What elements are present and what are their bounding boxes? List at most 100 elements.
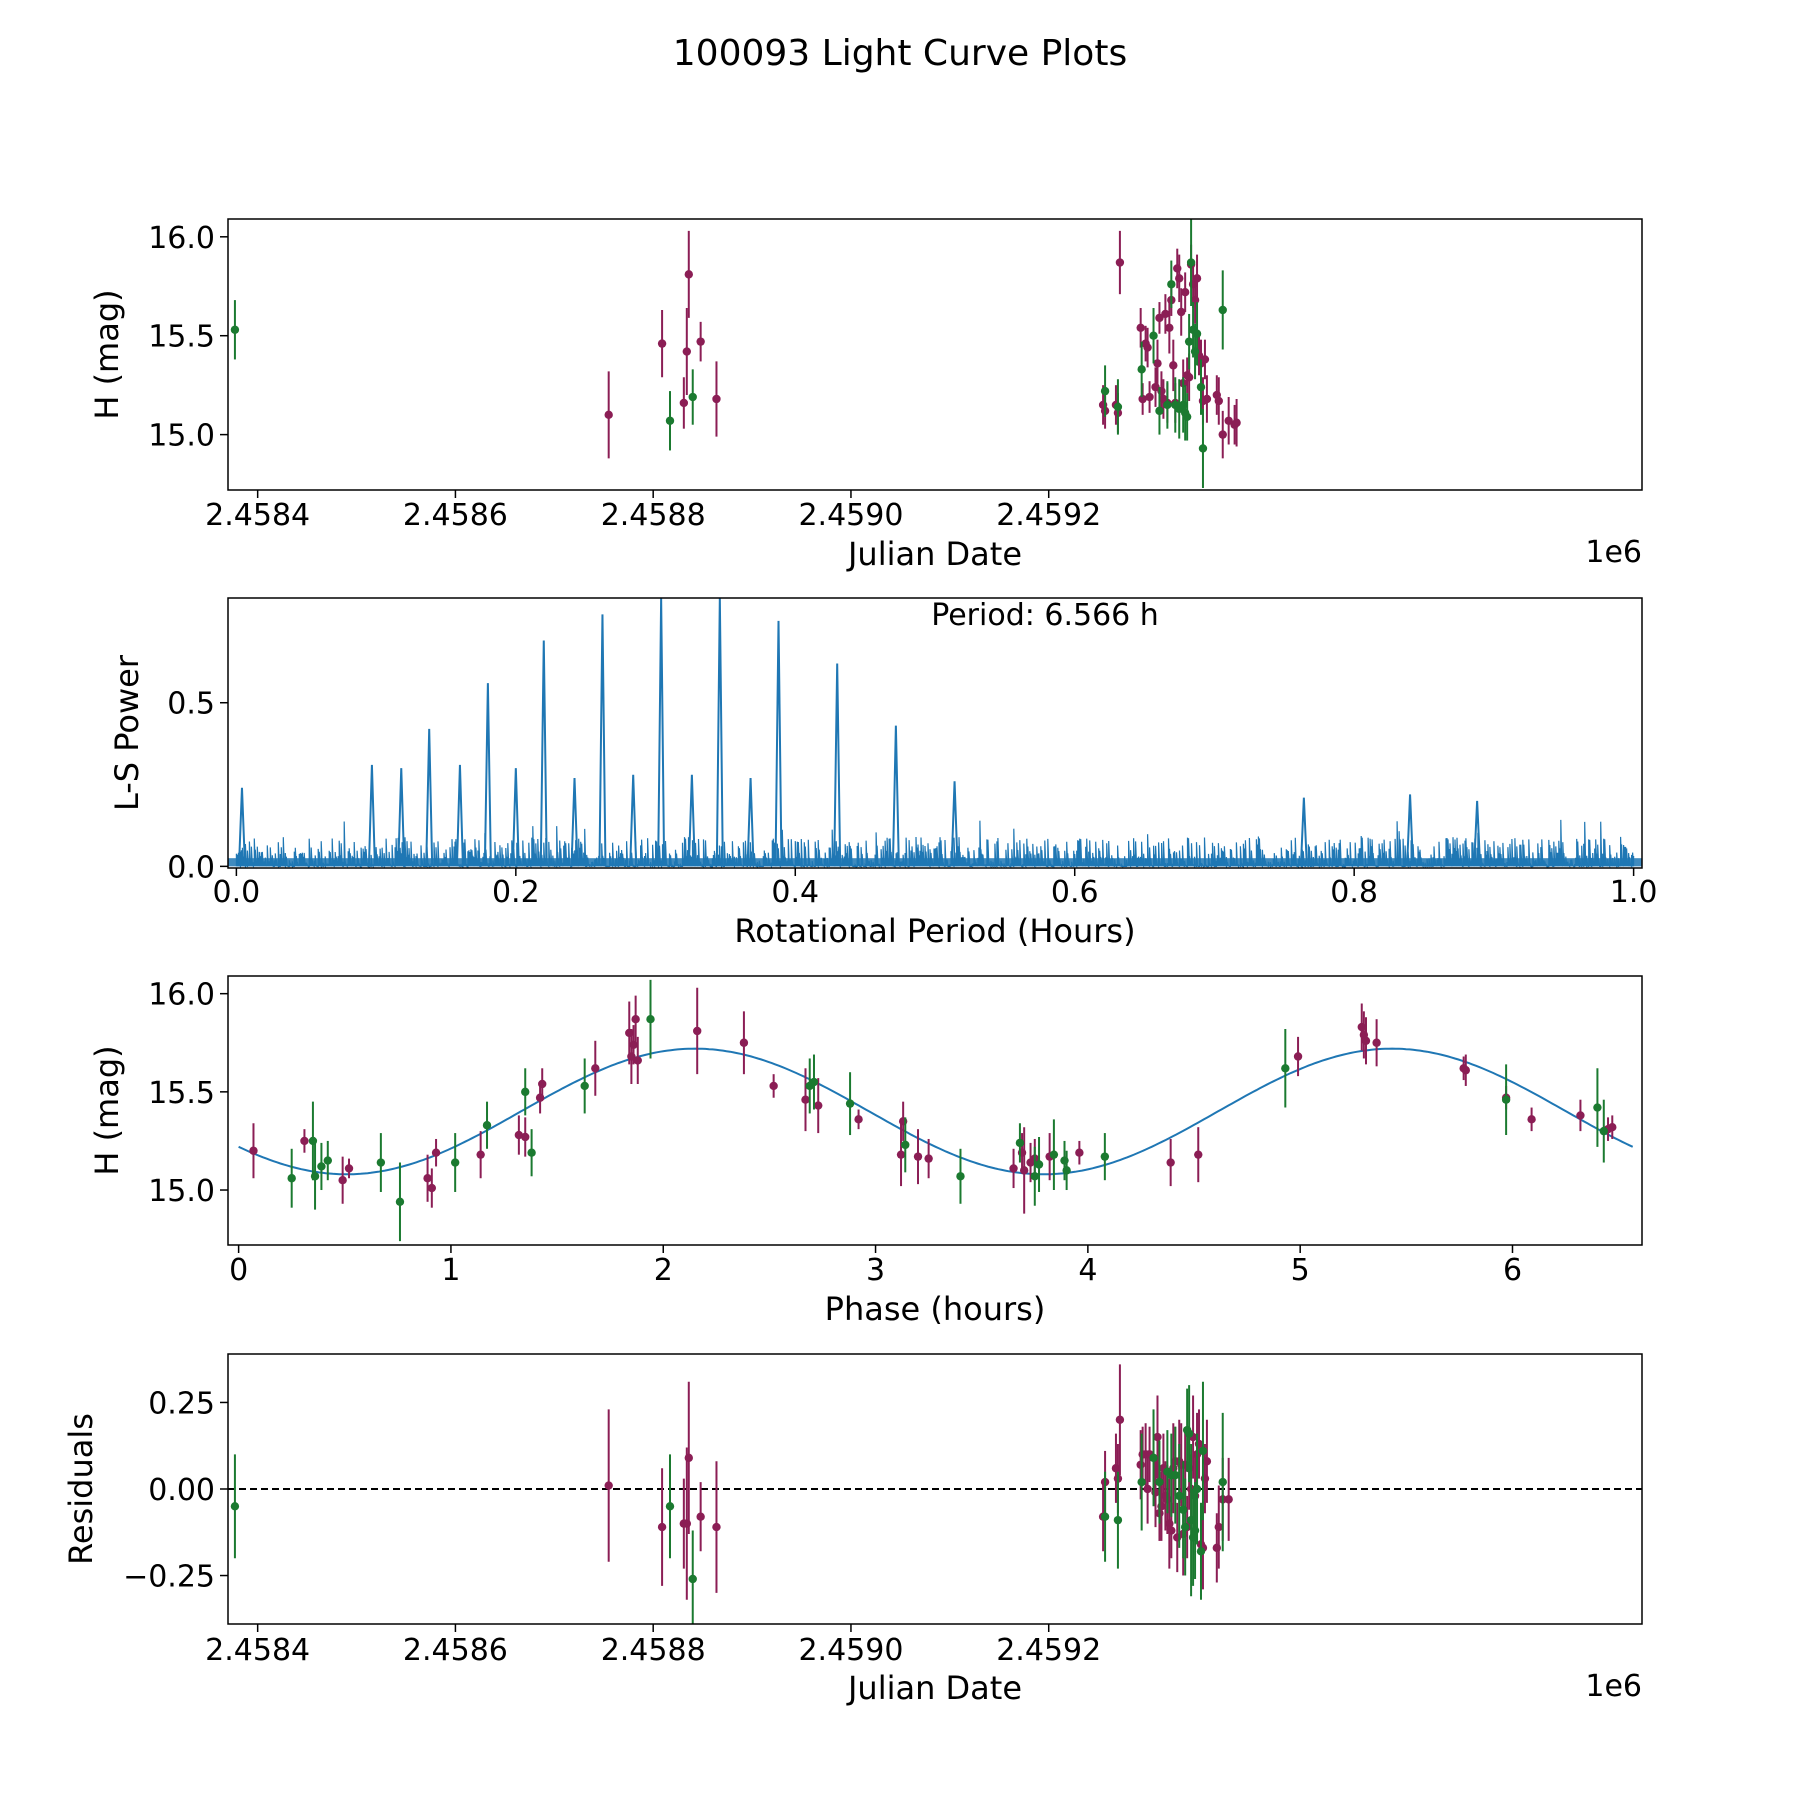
green-point [646, 1014, 655, 1024]
green-point [1599, 1126, 1608, 1136]
spectrum-peak [715, 598, 724, 867]
magenta-point [696, 1512, 705, 1521]
spectrum-peak [511, 768, 520, 867]
magenta-point [693, 1026, 702, 1036]
magenta-point [913, 1152, 923, 1161]
axis-offset-label: 1e6 [1585, 1669, 1642, 1704]
green-point [527, 1148, 536, 1157]
green-point [1218, 1477, 1227, 1487]
spectrum-peak [598, 614, 607, 867]
green-point [482, 1121, 492, 1130]
x-tick-label: 0.4 [771, 875, 819, 910]
x-axis-label: Rotational Period (Hours) [734, 912, 1135, 950]
green-point [287, 1174, 296, 1183]
magenta-point [300, 1136, 309, 1146]
green-point [688, 1574, 697, 1584]
x-tick-label: 2.4590 [798, 498, 903, 533]
green-point [1149, 331, 1158, 340]
magenta-point [682, 347, 692, 356]
green-point [1163, 400, 1172, 410]
green-point [1281, 1064, 1290, 1073]
magenta-point [633, 1056, 642, 1065]
magenta-point [1136, 323, 1145, 332]
magenta-point [1165, 323, 1174, 332]
green-point [956, 1172, 965, 1181]
y-axis-label: H (mag) [88, 1045, 126, 1175]
magenta-point [712, 1522, 721, 1532]
y-tick-label: −0.25 [123, 1560, 215, 1595]
x-axis-label: Julian Date [846, 535, 1022, 573]
magenta-point [769, 1081, 778, 1091]
spectrum-peak [455, 764, 464, 867]
magenta-point [924, 1154, 933, 1163]
green-point [1100, 1512, 1110, 1521]
magenta-point [1200, 355, 1210, 364]
y-tick-label: 0.25 [148, 1386, 215, 1421]
magenta-point [423, 1174, 432, 1183]
green-point [1100, 386, 1110, 396]
fit-curve [238, 1047, 1634, 1176]
magenta-point [1194, 1150, 1203, 1159]
green-point [1198, 1446, 1208, 1456]
green-point [323, 1156, 332, 1165]
magenta-point [1608, 1122, 1617, 1132]
spectrum-peak [425, 728, 434, 867]
x-tick-label: 3 [866, 1253, 885, 1288]
residuals-plot-area [228, 1364, 1642, 1624]
magenta-point [801, 1095, 810, 1104]
magenta-point [476, 1150, 485, 1159]
magenta-point [684, 270, 693, 279]
magenta-point [1180, 287, 1190, 297]
green-point [1015, 1138, 1025, 1148]
green-point [1196, 1547, 1206, 1556]
periodogram-plot-area [228, 598, 1642, 868]
x-tick-label: 2.4588 [601, 498, 706, 533]
y-tick-label: 0.0 [167, 850, 215, 885]
magenta-point [1153, 1432, 1162, 1442]
magenta-point [1202, 1457, 1212, 1466]
magenta-point [631, 1014, 640, 1024]
green-point [230, 325, 240, 334]
magenta-point [604, 410, 613, 420]
x-tick-label: 0.6 [1051, 875, 1099, 910]
y-tick-label: 16.0 [148, 978, 215, 1013]
magenta-point [1167, 1526, 1176, 1535]
figure-title: 100093 Light Curve Plots [673, 33, 1127, 74]
magenta-point [1214, 396, 1223, 406]
magenta-point [1372, 1038, 1381, 1047]
green-point [1167, 280, 1176, 289]
lightcurve-frame [227, 218, 1643, 491]
magenta-point [896, 1150, 906, 1159]
x-tick-label: 2.4590 [798, 1633, 903, 1668]
y-tick-label: 15.5 [148, 1076, 215, 1111]
green-point [665, 416, 675, 425]
magenta-point [1075, 1148, 1084, 1157]
magenta-point [1461, 1066, 1470, 1075]
lightcurve-panel: 2.4584 2.4586 2.4588 2.4590 2.4592 15.0 15.5 16… [88, 218, 1643, 573]
magenta-point [1143, 343, 1152, 352]
magenta-point [684, 1453, 693, 1463]
spectrum-peak [833, 663, 842, 867]
periodogram-panel: Period: 6.566 h 0.0 0.2 0.4 0.6 0.8 1.0 0.0 0.5 R… [108, 597, 1658, 950]
magenta-point [521, 1132, 530, 1142]
x-tick-label: 1.0 [1610, 875, 1658, 910]
magenta-point [249, 1146, 258, 1155]
spectrum-peak [1299, 797, 1308, 867]
green-point [1100, 1152, 1110, 1161]
x-tick-label: 5 [1291, 1253, 1310, 1288]
green-point [1218, 305, 1227, 315]
green-point [1175, 1491, 1184, 1501]
green-point [845, 1099, 855, 1108]
x-tick-label: 0.8 [1330, 875, 1378, 910]
magenta-point [696, 337, 705, 346]
magenta-point [604, 1481, 613, 1490]
x-tick-label: 2.4592 [996, 498, 1101, 533]
magenta-point [1166, 1158, 1175, 1167]
green-point [688, 392, 697, 402]
y-tick-label: 15.5 [148, 320, 215, 355]
magenta-point [338, 1176, 347, 1185]
magenta-point [1177, 307, 1186, 317]
y-axis-label: L-S Power [108, 654, 146, 811]
magenta-point [1527, 1115, 1536, 1124]
